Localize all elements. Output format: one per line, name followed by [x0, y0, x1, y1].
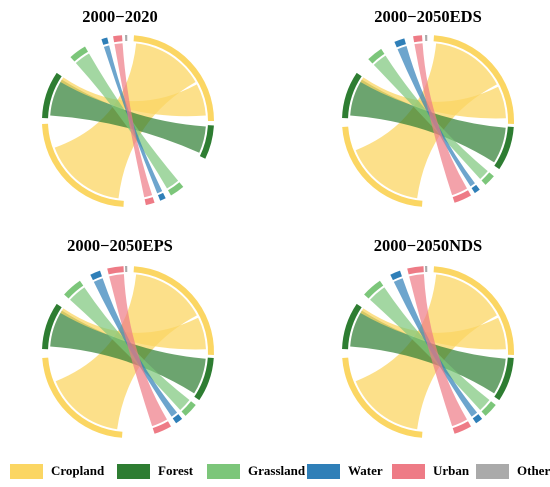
- legend-item-urban: Urban: [392, 456, 469, 486]
- arc-grassland-end: [70, 46, 88, 62]
- chord-ribbon-urban: [409, 274, 467, 427]
- legend-label-other: Other: [517, 463, 550, 478]
- chord-ribbon-water: [93, 278, 178, 417]
- arc-grassland-start: [481, 401, 496, 416]
- arc-other: [424, 266, 428, 273]
- legend-label-urban: Urban: [433, 463, 470, 478]
- arc-water-end: [394, 38, 406, 48]
- arc-water-start: [172, 414, 183, 424]
- chord-ribbon-water: [397, 46, 475, 187]
- chord-ribbon-urban: [109, 274, 167, 427]
- arc-water-end: [90, 270, 102, 281]
- arc-cropland-end: [342, 126, 423, 207]
- legend-swatch-grassland: [207, 463, 240, 479]
- arc-cropland-start: [433, 266, 514, 356]
- legend-swatch-forest: [117, 463, 150, 479]
- arc-water-end: [101, 37, 109, 45]
- chord-ribbon-urban: [114, 43, 153, 198]
- arc-forest-end: [42, 303, 62, 350]
- chord-ribbon-water: [103, 45, 163, 194]
- chord-ribbon-grassland: [75, 53, 179, 189]
- arc-urban-end: [113, 35, 123, 43]
- legend-label-cropland: Cropland: [51, 463, 105, 478]
- legend-swatch-other: [476, 463, 509, 479]
- arc-urban-end: [107, 266, 124, 275]
- arc-forest-end: [42, 72, 62, 119]
- arc-urban-start: [452, 421, 471, 434]
- arc-water-end: [390, 270, 402, 281]
- arc-forest-start: [494, 126, 514, 170]
- panel-title-2000-2020: 2000−2020: [82, 7, 157, 26]
- legend-item-cropland: Cropland: [10, 456, 104, 486]
- arc-forest-start: [194, 357, 214, 401]
- arc-forest-start: [494, 357, 514, 401]
- arc-forest-end: [342, 72, 362, 119]
- legend-item-other: Other: [476, 456, 550, 486]
- arc-cropland-end: [42, 357, 123, 438]
- legend-item-water: Water: [307, 456, 383, 486]
- arc-grassland-start: [481, 172, 494, 185]
- chord-panel-2000-2050eps: 2000−2050EPS: [42, 236, 214, 438]
- arc-grassland-end: [368, 48, 385, 64]
- arc-urban-end: [413, 35, 423, 43]
- arc-water-start: [471, 184, 480, 194]
- arc-grassland-start: [168, 182, 184, 196]
- arc-other: [124, 266, 128, 273]
- arc-grassland-end: [364, 280, 384, 299]
- legend-item-grassland: Grassland: [207, 456, 305, 486]
- arc-forest-end: [342, 303, 362, 350]
- arc-cropland-end: [42, 123, 124, 207]
- legend-label-water: Water: [348, 463, 383, 478]
- chord-panel-2000-2020: 2000−2020: [42, 7, 214, 207]
- legend: Cropland Forest Grassland Water Urban Ot…: [0, 456, 550, 486]
- arc-cropland-end: [342, 357, 423, 438]
- chord-ribbon-urban: [414, 43, 467, 196]
- arc-grassland-start: [181, 401, 196, 416]
- arc-cropland-start: [133, 266, 214, 356]
- chord-panel-2000-2050nds: 2000−2050NDS: [342, 236, 514, 438]
- arc-forest-start: [199, 125, 214, 159]
- arc-urban-end: [407, 266, 424, 275]
- legend-swatch-cropland: [10, 463, 43, 479]
- panel-title-2000-2050eds: 2000−2050EDS: [374, 7, 482, 26]
- panel-title-2000-2050nds: 2000−2050NDS: [374, 236, 482, 255]
- arc-cropland-start: [433, 35, 514, 125]
- chord-ribbon-cropland: [360, 77, 506, 119]
- chord-ribbon-cropland: [60, 308, 206, 350]
- arc-water-start: [472, 414, 483, 424]
- legend-label-forest: Forest: [158, 463, 194, 478]
- arc-cropland-start: [133, 35, 214, 122]
- panel-title-2000-2050eps: 2000−2050EPS: [67, 236, 173, 255]
- chord-ribbon-water: [393, 278, 478, 417]
- legend-swatch-urban: [392, 463, 425, 479]
- legend-label-grassland: Grassland: [248, 463, 306, 478]
- arc-other: [424, 35, 428, 42]
- arc-urban-start: [152, 421, 171, 434]
- arc-other: [124, 35, 128, 42]
- chord-ribbon-cropland: [60, 77, 206, 117]
- chord-ribbon-cropland: [360, 308, 506, 350]
- arc-urban-start: [452, 190, 471, 203]
- legend-swatch-water: [307, 463, 340, 479]
- chord-panel-2000-2050eds: 2000−2050EDS: [342, 7, 514, 207]
- arc-grassland-end: [64, 280, 84, 299]
- arc-urban-start: [144, 197, 155, 206]
- legend-item-forest: Forest: [117, 456, 193, 486]
- arc-water-start: [157, 192, 166, 201]
